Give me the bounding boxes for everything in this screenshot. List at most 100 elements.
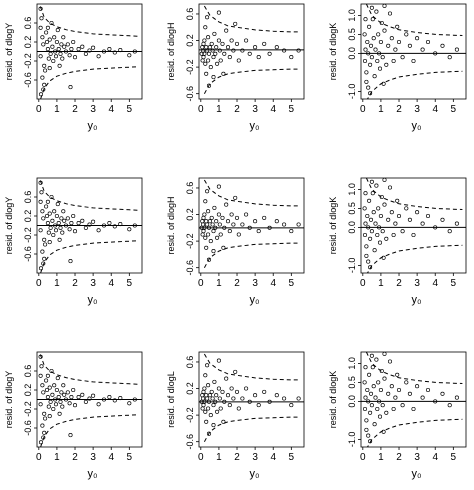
data-point <box>206 225 212 230</box>
data-point <box>206 399 212 404</box>
data-point <box>411 232 416 238</box>
data-point <box>363 221 368 226</box>
data-point <box>368 439 373 444</box>
x-axis-label: y₀ <box>411 120 421 132</box>
data-point <box>38 402 43 407</box>
x-tick-label: 5 <box>289 278 295 289</box>
data-point <box>69 221 74 226</box>
data-point <box>39 16 44 21</box>
x-tick-label: 2 <box>234 104 240 115</box>
data-point <box>48 51 53 56</box>
data-point <box>377 399 382 404</box>
data-point <box>391 58 396 64</box>
data-point <box>440 391 445 396</box>
data-point <box>365 39 370 45</box>
data-point <box>411 58 416 64</box>
data-point <box>371 210 376 215</box>
data-point <box>363 191 368 196</box>
x-tick-label: 3 <box>90 104 96 115</box>
x-tick-label: 4 <box>432 104 438 115</box>
data-point <box>365 387 370 393</box>
data-point <box>127 53 132 58</box>
data-point <box>253 45 258 50</box>
data-point <box>364 79 369 84</box>
data-point <box>199 399 204 404</box>
data-point <box>45 395 50 400</box>
data-point <box>60 404 65 409</box>
data-point <box>38 373 43 378</box>
data-point <box>199 51 204 56</box>
data-point <box>370 365 375 370</box>
data-point <box>378 39 383 45</box>
data-point <box>48 225 53 230</box>
data-point <box>200 232 205 237</box>
data-point <box>205 363 210 368</box>
data-point <box>210 396 215 401</box>
data-point <box>211 403 216 408</box>
data-point <box>369 55 374 60</box>
data-point <box>207 219 212 224</box>
y-tick-label: 0.0 <box>347 47 357 60</box>
data-point <box>229 386 234 391</box>
data-point <box>222 399 227 404</box>
x-tick-label: 4 <box>270 278 276 289</box>
data-point <box>375 232 380 238</box>
data-point <box>233 21 238 26</box>
data-point <box>221 419 226 424</box>
data-point <box>42 411 47 416</box>
data-point <box>47 240 52 245</box>
data-point <box>369 179 374 184</box>
data-point <box>289 403 294 408</box>
data-point <box>46 56 51 61</box>
data-point <box>391 406 396 412</box>
data-point <box>50 44 55 49</box>
y-axis-label: resid. of dlogK <box>328 23 338 81</box>
data-point <box>47 66 52 71</box>
data-point <box>225 393 231 398</box>
data-point <box>375 58 380 64</box>
data-point <box>374 9 379 14</box>
data-point <box>205 222 210 227</box>
data-point <box>380 403 385 408</box>
data-point <box>199 225 204 230</box>
data-point <box>415 384 420 389</box>
data-point <box>80 44 85 49</box>
data-point <box>382 202 387 207</box>
band-upper <box>365 178 463 210</box>
data-point <box>256 229 261 234</box>
plot-area <box>361 178 466 273</box>
y-tick-label: 0.2 <box>185 34 195 47</box>
data-point <box>76 395 81 400</box>
data-point <box>204 245 209 250</box>
x-tick-label: 5 <box>289 104 295 115</box>
data-point <box>216 212 221 217</box>
data-point <box>210 48 215 53</box>
data-point <box>231 48 236 53</box>
y-axis-label: resid. of dlogK <box>328 371 338 429</box>
data-point <box>215 409 220 414</box>
data-point <box>60 56 65 61</box>
data-point <box>200 58 205 63</box>
data-point <box>372 248 377 253</box>
data-point <box>38 228 43 233</box>
data-point <box>61 383 66 388</box>
data-point <box>38 92 44 97</box>
data-point <box>118 222 123 227</box>
data-point <box>220 41 225 46</box>
data-point <box>91 219 96 224</box>
data-point <box>200 219 205 224</box>
x-tick-label: 5 <box>127 452 133 463</box>
data-point <box>262 215 267 220</box>
data-point <box>364 418 369 423</box>
data-point <box>420 395 425 400</box>
data-point <box>204 71 209 76</box>
data-point <box>40 423 45 428</box>
data-point <box>222 225 227 230</box>
panel-r3c3: 0 1 2 3 4 5 -1.0 0.0 0.5 1.0 y₀ resid. of dlogK <box>328 351 467 480</box>
data-point <box>118 396 123 401</box>
data-point <box>396 387 402 393</box>
data-point <box>42 82 47 87</box>
data-point <box>61 209 66 214</box>
data-point <box>208 65 213 70</box>
data-point <box>206 257 212 262</box>
